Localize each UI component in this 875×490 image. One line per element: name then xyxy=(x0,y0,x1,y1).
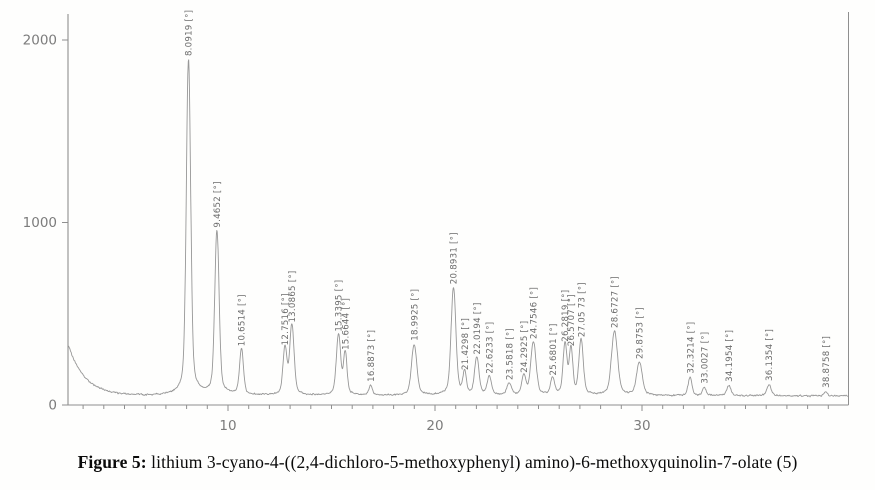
diffraction-trace xyxy=(68,59,848,398)
peak-label: 12.7516 [°] xyxy=(281,293,291,345)
peak-label: 22.0194 [°] xyxy=(473,302,483,354)
peak-label: 29.8753 [°] xyxy=(636,307,646,359)
peak-label: 24.7546 [°] xyxy=(530,287,540,339)
xrd-chart-area: 0 1000 2000 10 20 30 8.0919 [°] 9.4652 [°] 10.65… xyxy=(23,10,849,434)
figure-caption-label: Figure 5: xyxy=(77,452,147,472)
x-tick-label: 20 xyxy=(426,418,443,434)
x-tick-label: 30 xyxy=(633,418,650,434)
peak-label: 23.5818 [°] xyxy=(505,328,515,380)
y-tick-label: 1000 xyxy=(23,215,57,231)
x-tick-label: 10 xyxy=(219,418,236,434)
y-tick-label: 0 xyxy=(48,398,57,414)
peak-label: 27.05 73 [°] xyxy=(577,282,587,337)
peak-label: 13.0865 [°] xyxy=(288,270,298,322)
peak-label: 21.4298 [°] xyxy=(461,318,471,370)
peak-label: 33.0027 [°] xyxy=(700,332,710,384)
figure-caption: Figure 5: lithium 3-cyano-4-((2,4-dichlo… xyxy=(0,452,875,473)
peak-label: 24.2925 [°] xyxy=(520,321,530,373)
peak-label: 20.8931 [°] xyxy=(450,232,460,284)
peak-label: 38.8758 [°] xyxy=(822,336,832,388)
peak-label: 18.9925 [°] xyxy=(410,289,420,341)
y-tick-label: 2000 xyxy=(23,33,57,49)
peak-label: 25.6801 [°] xyxy=(549,323,559,375)
peak-label: 34.1954 [°] xyxy=(725,330,735,382)
peak-label: 10.6514 [°] xyxy=(238,294,248,346)
peak-label: 9.4652 [°] xyxy=(213,181,223,227)
figure-caption-text: lithium 3-cyano-4-((2,4-dichloro-5-metho… xyxy=(146,452,798,472)
peak-label: 28.6727 [°] xyxy=(611,276,621,328)
peak-label: 15.6644 [°] xyxy=(341,298,351,350)
peak-label: 15.3395 [°] xyxy=(335,280,345,332)
xrd-chart: 0 1000 2000 10 20 30 8.0919 [°] 9.4652 [°] 10.65… xyxy=(23,10,849,434)
peak-label: 26.2819 [°] xyxy=(561,290,571,342)
peak-label: 22.6233 [°] xyxy=(486,322,496,374)
peak-label: 8.0919 [°] xyxy=(185,10,195,56)
peak-label: 32.3214 [°] xyxy=(686,322,696,374)
peak-label: 26.5707 [°] xyxy=(567,294,577,346)
peak-label: 16.8873 [°] xyxy=(367,330,377,382)
peak-label: 36.1354 [°] xyxy=(765,329,775,381)
